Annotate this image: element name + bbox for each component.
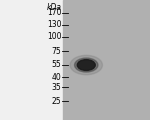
Ellipse shape [70, 55, 102, 75]
Text: 40: 40 [52, 73, 61, 82]
Bar [63, 0, 150, 120]
Text: 100: 100 [47, 32, 62, 41]
Text: 130: 130 [47, 20, 62, 29]
Ellipse shape [75, 58, 98, 72]
Ellipse shape [77, 60, 95, 70]
Text: 35: 35 [52, 83, 61, 91]
Text: 55: 55 [52, 60, 61, 69]
Text: 25: 25 [52, 97, 62, 106]
Text: 170: 170 [47, 8, 62, 17]
Text: 75: 75 [52, 46, 61, 55]
Text: kDa: kDa [47, 3, 61, 12]
